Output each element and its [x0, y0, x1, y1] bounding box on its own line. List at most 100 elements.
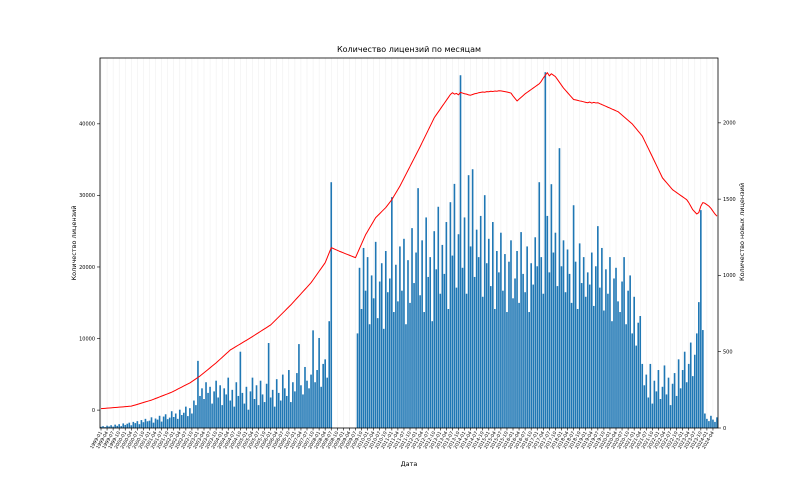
new-licenses-bar [534, 237, 537, 428]
new-licenses-bar [419, 295, 421, 428]
new-licenses-bar [540, 257, 543, 428]
new-licenses-bar [698, 302, 700, 428]
new-licenses-bar [536, 266, 539, 428]
new-licenses-bar [417, 188, 419, 428]
new-licenses-bar [661, 386, 664, 428]
new-licenses-bar [611, 321, 613, 428]
new-licenses-bar [494, 308, 496, 428]
new-licenses-bar [588, 284, 591, 428]
right-y-tick-label: 500 [723, 350, 733, 356]
new-licenses-bar [389, 278, 391, 428]
new-licenses-bar [508, 261, 510, 428]
new-licenses-bar [376, 318, 379, 428]
new-licenses-bar [657, 370, 660, 428]
new-licenses-bar [512, 298, 514, 428]
new-licenses-bar [108, 426, 110, 428]
new-licenses-bar [542, 293, 545, 428]
new-licenses-bar [603, 310, 605, 428]
new-licenses-bar [518, 302, 520, 428]
new-licenses-bar [613, 278, 615, 428]
new-licenses-bar [667, 377, 670, 428]
new-licenses-bar [556, 286, 559, 428]
new-licenses-bar [360, 308, 363, 428]
new-licenses-bar [384, 251, 387, 428]
new-licenses-bar [712, 419, 714, 428]
new-licenses-bar [150, 417, 153, 428]
new-licenses-bar [502, 290, 504, 428]
new-licenses-bar [475, 229, 478, 428]
new-licenses-bar [114, 424, 116, 428]
new-licenses-bar [187, 416, 189, 428]
new-licenses-bar [582, 257, 585, 428]
new-licenses-bar [370, 275, 373, 428]
new-licenses-bar [427, 276, 429, 428]
new-licenses-bar [465, 293, 468, 428]
new-licenses-bar [243, 403, 246, 428]
new-licenses-bar [710, 415, 712, 428]
new-licenses-bar [231, 389, 234, 428]
new-licenses-bar [197, 360, 199, 428]
left-y-tick-label: 40000 [79, 122, 95, 128]
new-licenses-bar [281, 374, 284, 428]
new-licenses-bar [597, 226, 599, 428]
new-licenses-bar [433, 231, 436, 428]
new-licenses-bar [300, 385, 302, 428]
new-licenses-bar [189, 408, 191, 428]
new-licenses-bar [138, 424, 141, 428]
new-licenses-bar [259, 380, 262, 428]
new-licenses-bar [106, 425, 108, 428]
new-licenses-bar [265, 383, 268, 428]
new-licenses-bar [716, 417, 718, 428]
right-y-tick-label: 1000 [723, 273, 736, 279]
new-licenses-bar [548, 272, 551, 428]
new-licenses-bar [714, 421, 716, 428]
new-licenses-bar [708, 421, 710, 428]
new-licenses-bar [429, 257, 432, 428]
new-licenses-bar [514, 278, 516, 428]
new-licenses-bar [110, 425, 112, 428]
new-licenses-bar [572, 205, 575, 428]
new-licenses-bar [522, 273, 524, 428]
new-licenses-bar [279, 400, 282, 428]
right-y-axis-label: Количество новых лицензий [738, 183, 746, 281]
new-licenses-bar [423, 312, 425, 428]
new-licenses-bar [485, 263, 488, 428]
new-licenses-bar [659, 399, 662, 428]
new-licenses-bar [663, 365, 666, 428]
new-licenses-bar [166, 419, 169, 428]
new-licenses-bar [288, 370, 290, 428]
new-licenses-bar [568, 273, 571, 428]
new-licenses-bar [687, 363, 690, 428]
new-licenses-bar [489, 286, 492, 428]
new-licenses-bar [413, 283, 415, 428]
new-licenses-bar [199, 395, 201, 428]
left-y-tick-label: 30000 [79, 193, 95, 199]
new-licenses-bar [219, 385, 221, 428]
new-licenses-bar [112, 426, 114, 428]
new-licenses-bar [447, 308, 450, 428]
new-licenses-bar [655, 391, 658, 428]
new-licenses-bar [669, 405, 672, 428]
new-licenses-bar [176, 418, 179, 428]
new-licenses-bar [393, 312, 395, 428]
new-licenses-bar [296, 373, 298, 428]
new-licenses-bar [225, 394, 228, 428]
new-licenses-bar [124, 424, 127, 428]
new-licenses-bar [237, 395, 240, 428]
new-licenses-bar [516, 251, 518, 428]
new-licenses-bar [215, 380, 217, 428]
new-licenses-bar [415, 252, 417, 428]
new-licenses-bar [164, 414, 167, 428]
new-licenses-bar [120, 426, 123, 428]
new-licenses-bar [599, 287, 601, 428]
new-licenses-bar [320, 386, 322, 428]
new-licenses-bar [283, 388, 286, 428]
new-licenses-bar [607, 293, 609, 428]
new-licenses-bar [122, 423, 125, 428]
new-licenses-bar [457, 234, 460, 428]
new-licenses-bar [330, 182, 333, 428]
new-licenses-bar [397, 301, 399, 428]
new-licenses-bar [180, 415, 183, 428]
new-licenses-bar [386, 292, 389, 428]
new-licenses-bar [251, 377, 254, 428]
